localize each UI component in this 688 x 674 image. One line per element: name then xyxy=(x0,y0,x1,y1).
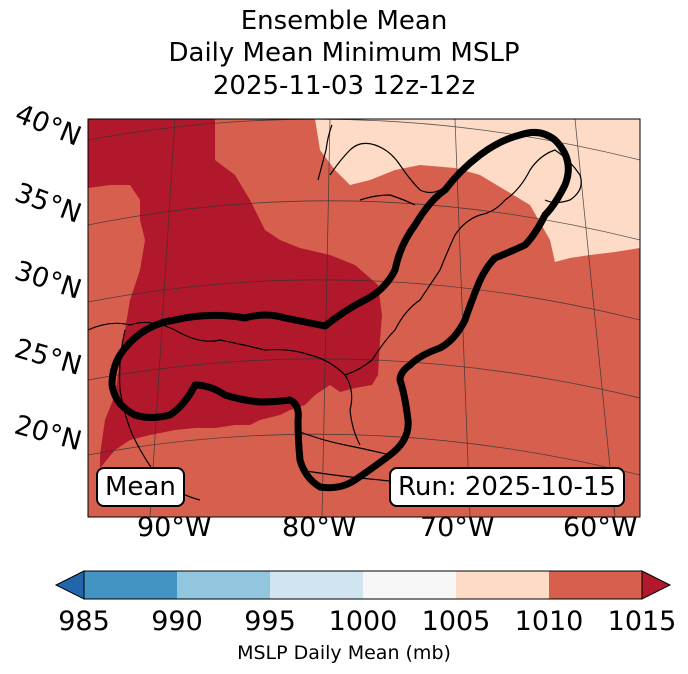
lon-label-60: 60°W xyxy=(563,512,638,543)
colorbar-extend-low xyxy=(54,570,85,600)
title-line-3: 2025-11-03 12z-12z xyxy=(212,71,476,101)
map-content xyxy=(88,119,640,517)
colorbar-segment xyxy=(456,571,549,599)
colorbar-segment xyxy=(549,571,642,599)
colorbar-segment xyxy=(270,571,363,599)
colorbar-segment xyxy=(363,571,456,599)
colorbar-frame xyxy=(83,570,643,600)
run-label-box: Run: 2025-10-15 xyxy=(389,467,625,507)
colorbar-tick-label: 1005 xyxy=(421,606,491,637)
colorbar-tick-label: 995 xyxy=(244,606,296,637)
lon-label-90: 90°W xyxy=(137,512,212,543)
colorbar-segment xyxy=(177,571,270,599)
title-line-1: Ensemble Mean xyxy=(240,6,448,36)
colorbar-segment xyxy=(84,571,177,599)
mslp-fill-1015-plus xyxy=(88,119,382,468)
colorbar-tick-label: 985 xyxy=(58,606,110,637)
colorbar-tick-label: 1010 xyxy=(514,606,584,637)
lon-label-80: 80°W xyxy=(282,512,357,543)
colorbar xyxy=(54,570,672,600)
colorbar-label: MSLP Daily Mean (mb) xyxy=(237,642,451,664)
map-frame xyxy=(87,118,641,518)
title-line-2: Daily Mean Minimum MSLP xyxy=(168,38,520,68)
colorbar-tick-label: 1015 xyxy=(607,606,677,637)
coastlines xyxy=(88,124,582,501)
mslp-fill-1005-1010 xyxy=(315,119,640,262)
lon-label-70: 70°W xyxy=(420,512,495,543)
mean-label-box: Mean xyxy=(96,467,185,507)
contour-line xyxy=(108,128,572,492)
colorbar-tick-label: 1000 xyxy=(328,606,398,637)
colorbar-tick-label: 990 xyxy=(151,606,203,637)
colorbar-extend-high xyxy=(641,570,672,600)
